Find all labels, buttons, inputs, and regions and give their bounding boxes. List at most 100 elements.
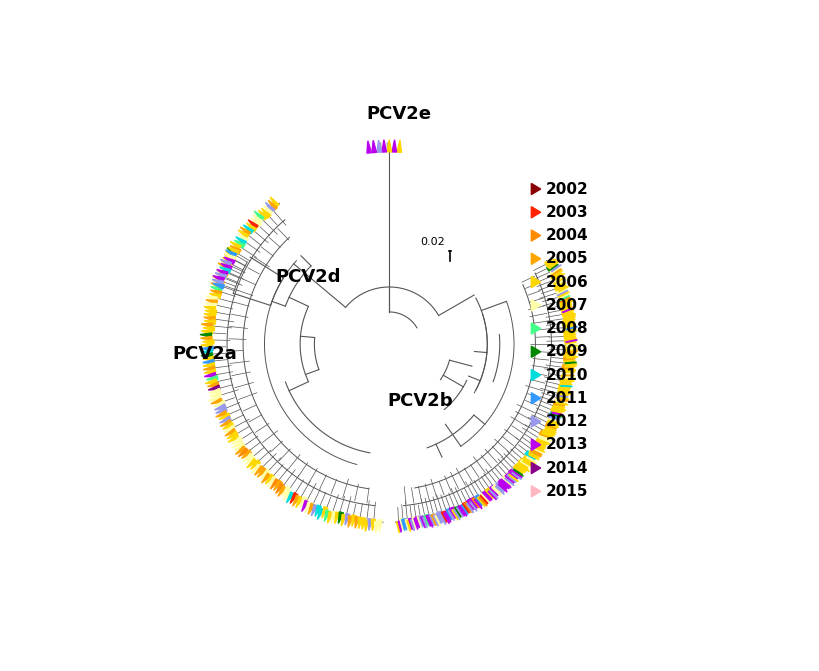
Polygon shape	[432, 515, 437, 526]
Polygon shape	[560, 305, 572, 309]
Polygon shape	[263, 205, 272, 215]
Polygon shape	[204, 369, 215, 373]
Polygon shape	[213, 280, 224, 286]
Polygon shape	[203, 317, 215, 321]
Polygon shape	[210, 287, 222, 292]
Polygon shape	[566, 344, 577, 348]
Polygon shape	[550, 270, 562, 277]
Polygon shape	[546, 419, 558, 425]
Polygon shape	[212, 283, 224, 289]
Polygon shape	[364, 520, 369, 531]
Polygon shape	[495, 482, 504, 492]
Polygon shape	[201, 343, 212, 347]
Polygon shape	[518, 459, 527, 468]
Polygon shape	[201, 329, 212, 334]
Polygon shape	[531, 230, 540, 241]
Polygon shape	[563, 358, 575, 362]
Polygon shape	[235, 446, 246, 454]
Polygon shape	[505, 476, 514, 486]
Polygon shape	[270, 197, 278, 207]
Polygon shape	[398, 521, 402, 532]
Polygon shape	[491, 485, 500, 495]
Polygon shape	[408, 518, 412, 530]
Polygon shape	[478, 495, 486, 506]
Polygon shape	[366, 141, 371, 153]
Polygon shape	[206, 296, 217, 301]
Text: 0.02: 0.02	[419, 238, 444, 248]
Polygon shape	[531, 393, 540, 404]
Polygon shape	[548, 417, 559, 424]
Polygon shape	[238, 448, 248, 457]
Polygon shape	[361, 518, 365, 529]
Polygon shape	[200, 336, 212, 341]
Polygon shape	[474, 495, 482, 506]
Polygon shape	[324, 510, 330, 521]
Polygon shape	[513, 467, 523, 476]
Polygon shape	[489, 488, 497, 499]
Polygon shape	[544, 259, 555, 266]
Polygon shape	[403, 519, 407, 530]
Polygon shape	[508, 472, 518, 482]
Polygon shape	[539, 430, 550, 438]
Polygon shape	[214, 401, 225, 407]
Polygon shape	[224, 429, 236, 436]
Polygon shape	[358, 517, 362, 529]
Polygon shape	[556, 399, 568, 405]
Polygon shape	[368, 519, 372, 530]
Polygon shape	[560, 380, 572, 384]
Polygon shape	[446, 509, 451, 520]
Polygon shape	[556, 291, 568, 296]
Polygon shape	[531, 276, 540, 288]
Polygon shape	[545, 423, 556, 431]
Polygon shape	[558, 297, 569, 303]
Text: 2013: 2013	[545, 437, 587, 452]
Polygon shape	[405, 519, 409, 531]
Polygon shape	[311, 505, 318, 516]
Polygon shape	[204, 372, 215, 376]
Polygon shape	[461, 503, 468, 515]
Polygon shape	[560, 382, 572, 386]
Text: 2010: 2010	[545, 368, 587, 382]
Polygon shape	[456, 506, 463, 517]
Polygon shape	[265, 203, 274, 212]
Polygon shape	[560, 375, 572, 379]
Polygon shape	[396, 521, 400, 533]
Polygon shape	[228, 434, 239, 442]
Polygon shape	[212, 276, 224, 282]
Polygon shape	[204, 320, 215, 324]
Polygon shape	[563, 327, 574, 332]
Polygon shape	[425, 515, 430, 527]
Polygon shape	[209, 389, 220, 393]
Polygon shape	[224, 254, 235, 262]
Polygon shape	[219, 267, 231, 274]
Polygon shape	[208, 395, 219, 401]
Polygon shape	[531, 486, 540, 497]
Polygon shape	[481, 492, 488, 503]
Polygon shape	[557, 394, 568, 399]
Polygon shape	[562, 310, 573, 314]
Polygon shape	[247, 459, 256, 468]
Polygon shape	[240, 227, 251, 236]
Polygon shape	[561, 301, 572, 305]
Polygon shape	[508, 469, 518, 479]
Polygon shape	[215, 273, 226, 280]
Polygon shape	[411, 517, 416, 529]
Polygon shape	[531, 444, 541, 453]
Polygon shape	[549, 267, 560, 274]
Polygon shape	[531, 183, 540, 195]
Polygon shape	[566, 342, 577, 346]
Polygon shape	[301, 501, 309, 511]
Polygon shape	[485, 488, 492, 499]
Polygon shape	[538, 434, 549, 442]
Polygon shape	[215, 411, 227, 417]
Polygon shape	[355, 517, 359, 528]
Polygon shape	[559, 378, 571, 382]
Polygon shape	[251, 460, 260, 469]
Polygon shape	[247, 223, 256, 232]
Polygon shape	[225, 251, 237, 258]
Polygon shape	[210, 392, 221, 397]
Polygon shape	[257, 468, 267, 477]
Polygon shape	[524, 451, 535, 460]
Polygon shape	[204, 313, 215, 317]
Polygon shape	[251, 464, 260, 474]
